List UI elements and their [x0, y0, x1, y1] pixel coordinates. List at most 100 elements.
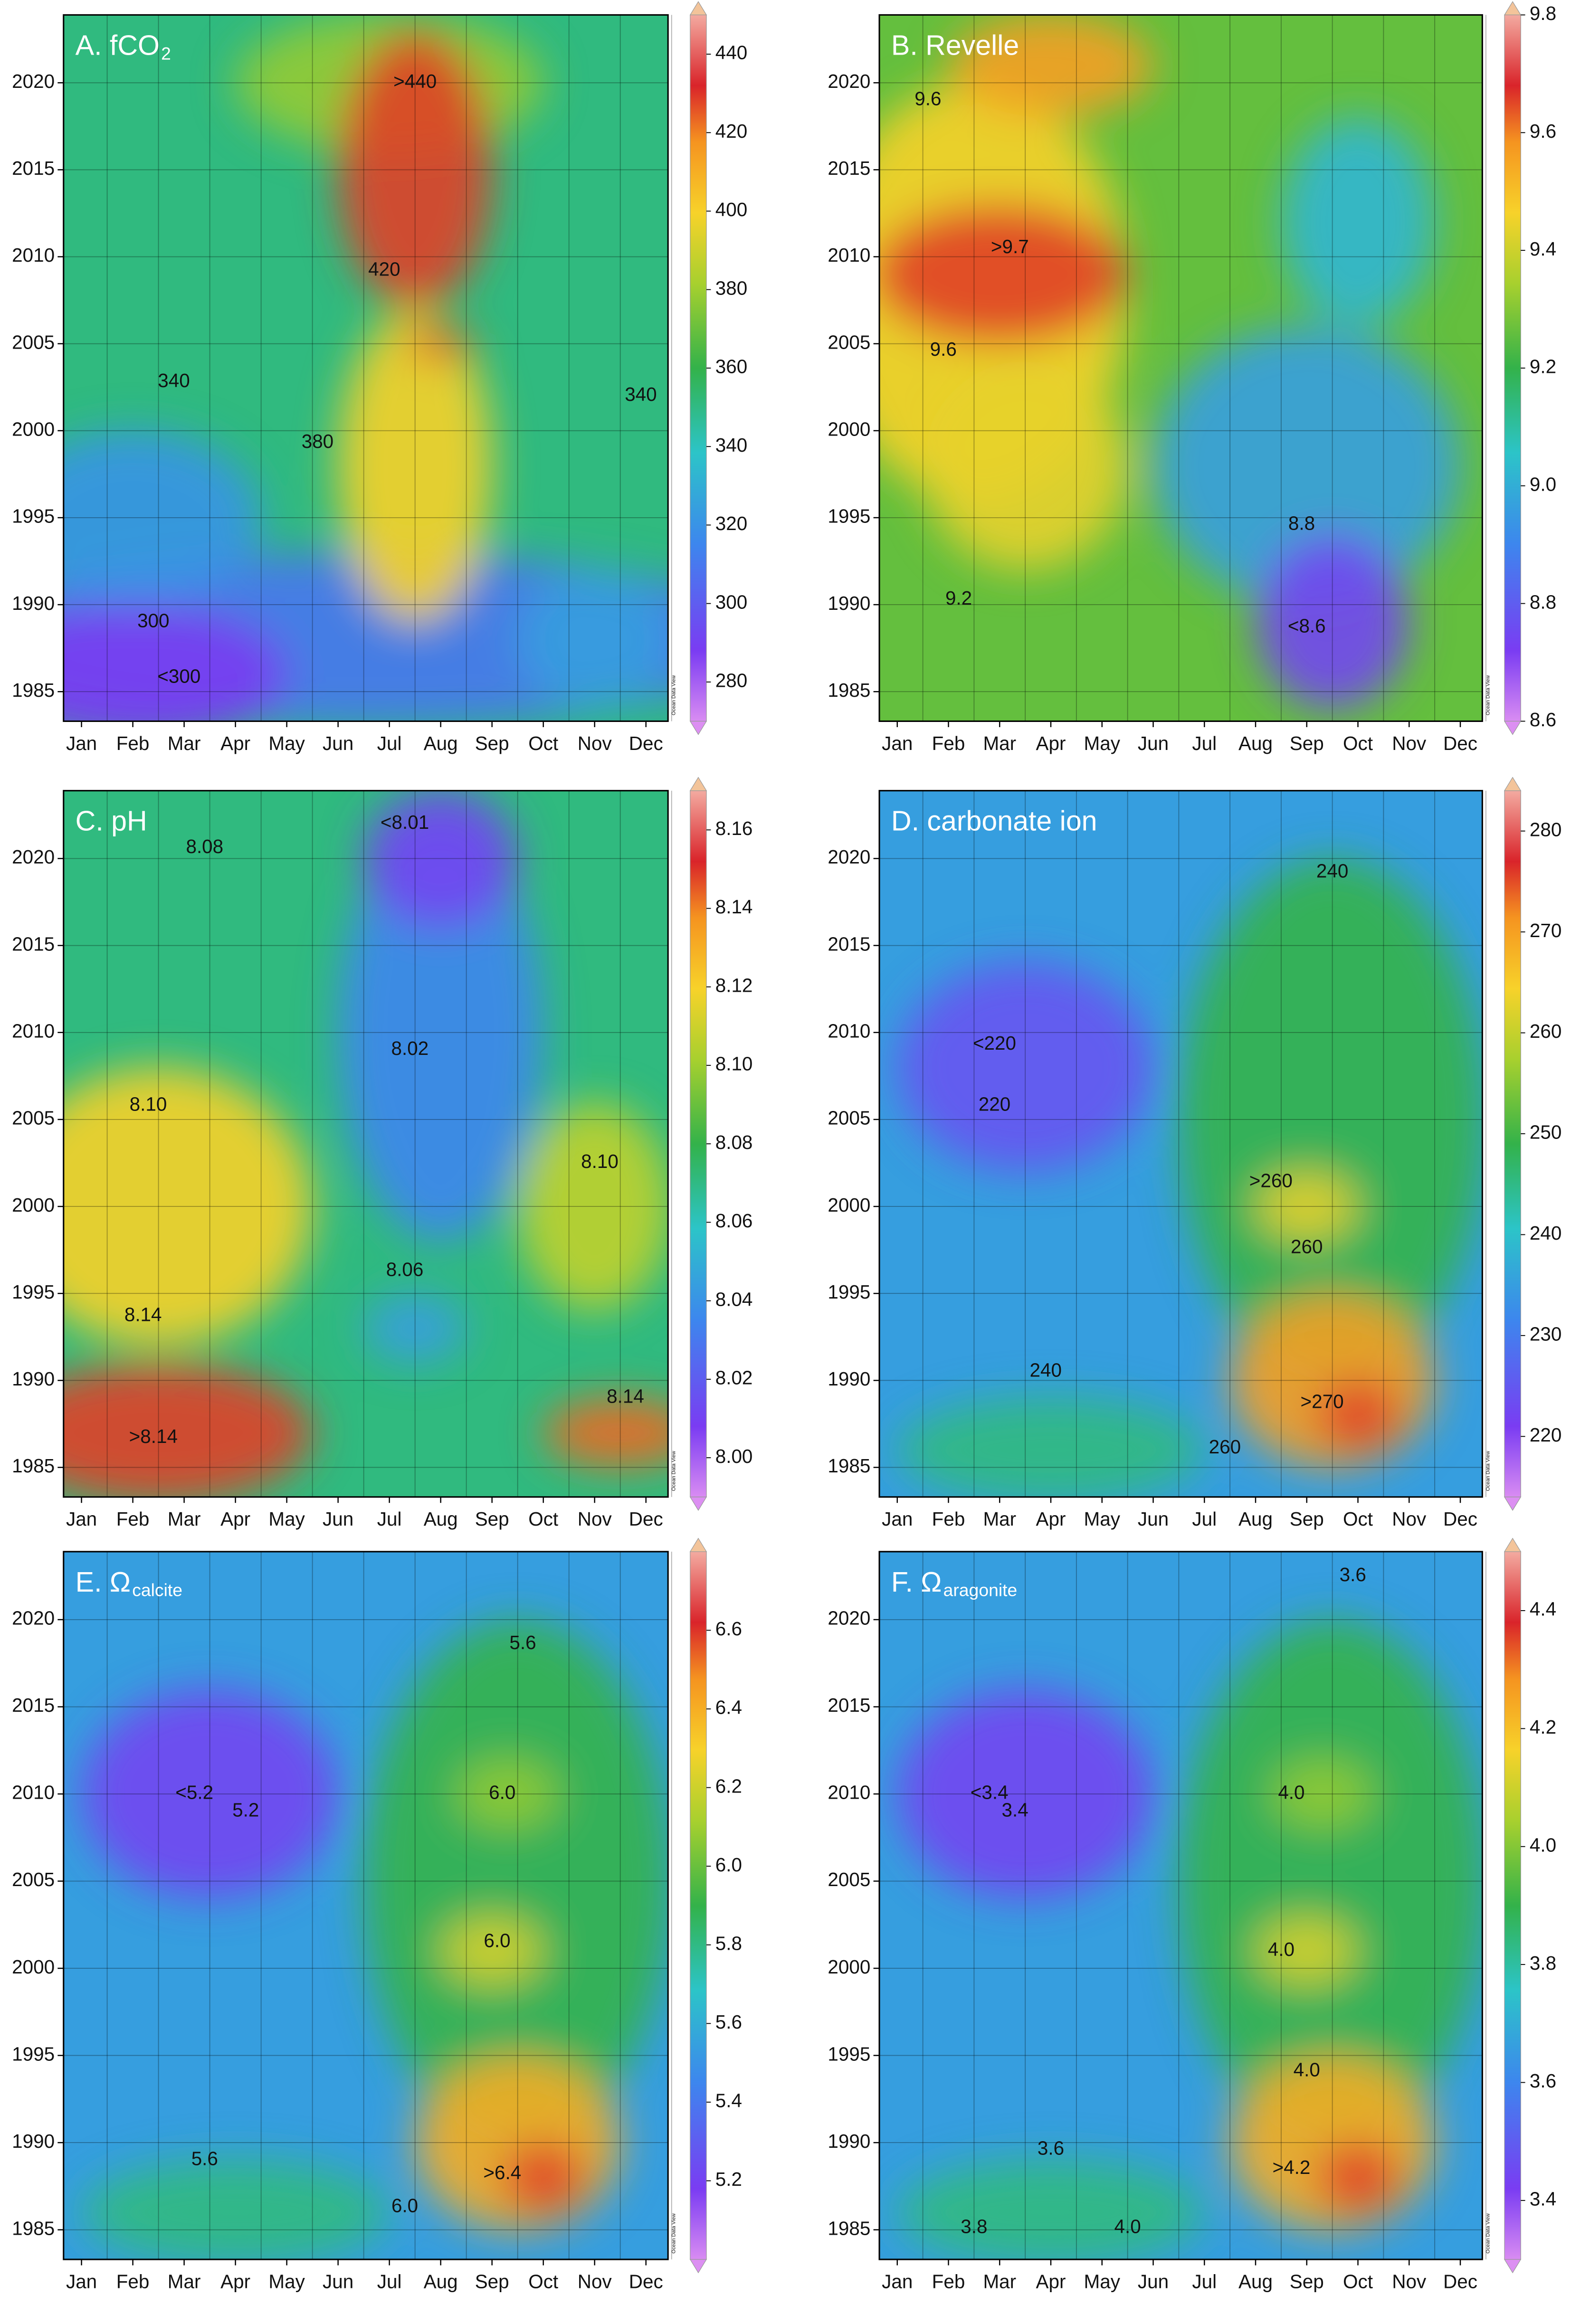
field-blob	[338, 824, 543, 1242]
x-tick-label: Jun	[323, 732, 353, 754]
contour-label: 4.0	[1268, 1938, 1295, 1960]
x-tick-label: Sep	[475, 2270, 509, 2292]
x-tick-label: Aug	[424, 2270, 458, 2292]
x-tick-label: Jul	[377, 2270, 402, 2292]
y-tick-label: 2020	[828, 1607, 870, 1629]
panel-title-sub: 2	[161, 43, 171, 63]
x-tick-label: Jan	[66, 732, 97, 754]
colorbar-tick-label: 420	[715, 120, 747, 142]
colorbar-tick-label: 3.6	[1530, 2070, 1556, 2092]
x-tick-label: Oct	[528, 1508, 558, 1530]
x-tick-label: Jun	[1138, 732, 1169, 754]
colorbar-tick-label: 8.14	[715, 896, 753, 918]
contour-label: >4.2	[1273, 2156, 1311, 2178]
colorbar-tick-label: 6.6	[715, 1618, 742, 1640]
x-tick-label: Sep	[475, 732, 509, 754]
x-tick-label: Nov	[578, 1508, 612, 1530]
panel-title: D. carbonate ion	[891, 805, 1097, 837]
x-tick-label: Apr	[1036, 732, 1066, 754]
field-blob	[517, 569, 668, 709]
y-tick-label: 1990	[12, 2130, 55, 2152]
colorbar	[1504, 1551, 1521, 2260]
colorbar-tick-label: 4.4	[1530, 1598, 1556, 1620]
y-tick-label: 2000	[828, 1194, 870, 1216]
y-tick-label: 2010	[828, 1020, 870, 1042]
panel: 1985 1990 1995 2000 2005 2010 2015 2020 Jan Feb Ma…	[12, 1537, 742, 2292]
field-blob	[1179, 858, 1483, 1381]
y-tick-label: 2000	[828, 418, 870, 440]
field-blobs	[897, 1620, 1483, 2260]
contour-label: 3.4	[1001, 1799, 1028, 1821]
panel-title-sub: aragonite	[943, 1580, 1018, 1600]
colorbar-cap-top	[689, 777, 707, 791]
field-blob	[1179, 1620, 1483, 2143]
y-tick-label: 2015	[12, 933, 55, 955]
colorbar-cap-top	[689, 1, 707, 16]
contour-label: 9.6	[930, 338, 957, 360]
x-tick-label: Jan	[882, 732, 913, 754]
contour-label: 8.14	[607, 1385, 644, 1407]
field-blob	[63, 1363, 313, 1497]
x-tick-label: Dec	[1443, 2270, 1477, 2292]
heatmap-field	[879, 15, 1483, 721]
contour-label: 8.10	[130, 1093, 167, 1115]
field-blob	[63, 430, 261, 605]
colorbar-tick-label: 6.4	[715, 1697, 742, 1718]
panel: 1985 1990 1995 2000 2005 2010 2015 2020 Jan Feb Ma…	[828, 1, 1556, 754]
contour-label: >8.14	[129, 1425, 178, 1447]
colorbar-tick-label: 8.8	[1530, 591, 1556, 613]
contour-label: 340	[625, 383, 657, 405]
y-tick-label: 2000	[828, 1956, 870, 1978]
field-blob	[63, 1067, 313, 1346]
x-tick-label: Sep	[475, 1508, 509, 1530]
y-tick-label: 1995	[12, 1281, 55, 1303]
contour-label: 4.0	[1278, 1782, 1304, 1803]
colorbar-cap-top	[689, 1537, 707, 1552]
panel: 1985 1990 1995 2000 2005 2010 2015 2020 Jan Feb Ma…	[828, 777, 1561, 1530]
x-tick-label: Mar	[983, 2270, 1016, 2292]
x-tick-label: Aug	[424, 732, 458, 754]
y-tick-label: 2015	[12, 1694, 55, 1716]
contour-label: <8.01	[381, 811, 429, 833]
contour-label: 260	[1291, 1236, 1323, 1258]
colorbar-tick-label: 380	[715, 277, 747, 299]
colorbar-tick-label: 6.0	[715, 1854, 742, 1876]
colorbar-tick-label: 440	[715, 42, 747, 64]
y-tick-label: 1995	[828, 2043, 870, 2065]
y-tick-label: 2000	[12, 418, 55, 440]
field-blob	[1271, 1759, 1373, 1829]
x-tick-label: Dec	[629, 1508, 663, 1530]
watermark: Ocean Data View	[1485, 2213, 1491, 2254]
field-blob	[63, 605, 287, 721]
heatmap-field	[63, 15, 668, 721]
x-tick-label: Apr	[220, 732, 250, 754]
x-tick-label: Jun	[323, 1508, 353, 1530]
watermark: Ocean Data View	[671, 2213, 676, 2254]
field-blobs	[63, 790, 668, 1497]
x-tick-label: Sep	[1290, 1508, 1324, 1530]
field-blob	[363, 1620, 668, 2143]
colorbar-tick-label: 340	[715, 434, 747, 456]
x-tick-label: May	[1084, 732, 1121, 754]
x-tick-label: Feb	[932, 732, 965, 754]
y-tick-label: 1985	[12, 1455, 55, 1477]
panel: 1985 1990 1995 2000 2005 2010 2015 2020 Jan Feb Ma…	[828, 1537, 1556, 2292]
colorbar-tick-label: 4.2	[1530, 1716, 1556, 1738]
x-tick-label: Oct	[1343, 1508, 1373, 1530]
y-tick-label: 1985	[828, 1455, 870, 1477]
colorbar-tick-label: 4.0	[1530, 1834, 1556, 1856]
y-tick-label: 2010	[12, 1782, 55, 1803]
contour-label: 8.08	[186, 835, 223, 857]
colorbar-tick-label: 5.8	[715, 1932, 742, 1954]
colorbar-tick-label: 280	[1530, 818, 1561, 840]
panel-title: A. fCO	[76, 29, 160, 61]
contour-label: <300	[157, 665, 200, 687]
contour-label: 9.2	[945, 587, 972, 609]
contour-label: 220	[979, 1093, 1010, 1115]
field-blob	[363, 1293, 467, 1363]
panel: 1985 1990 1995 2000 2005 2010 2015 2020 Jan Feb Ma…	[12, 1, 747, 754]
contour-label: 6.0	[391, 2195, 418, 2217]
y-tick-label: 2020	[12, 846, 55, 868]
field-blob	[81, 1689, 338, 1899]
